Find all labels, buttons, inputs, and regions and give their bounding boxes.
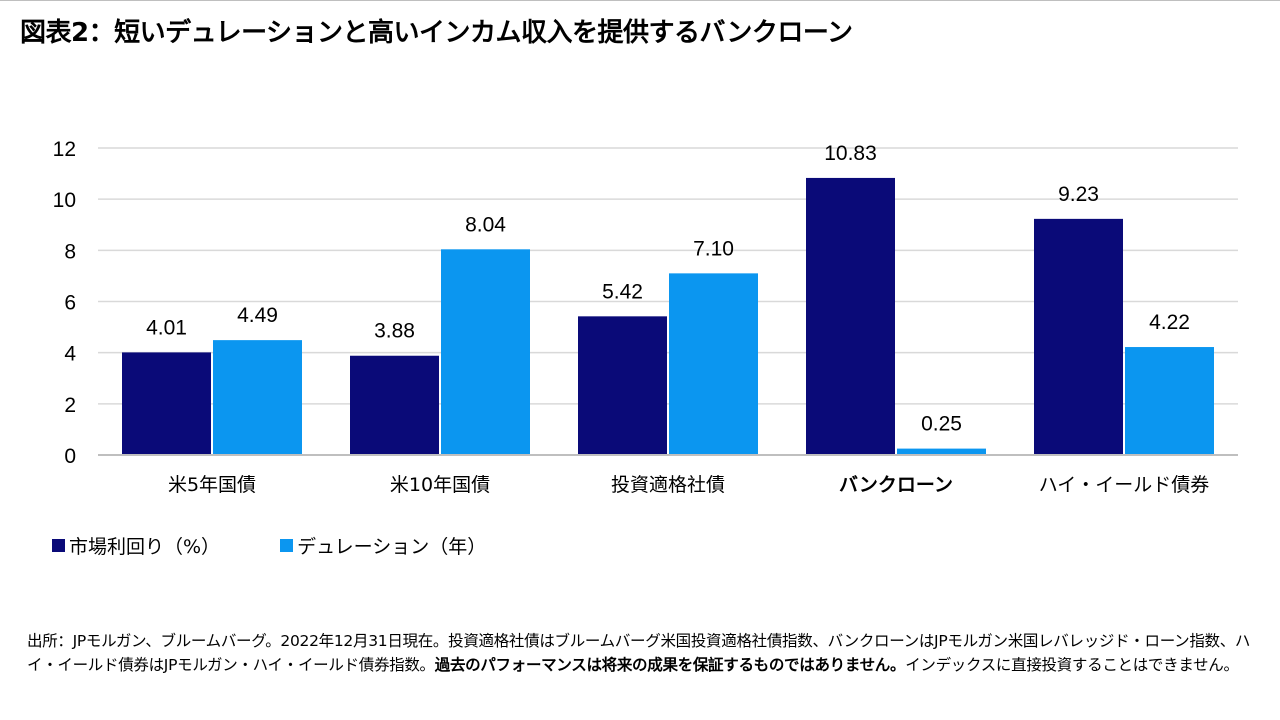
data-label-yield: 9.23 — [1058, 183, 1099, 206]
y-tick-label: 10 — [53, 189, 76, 212]
data-label-duration: 7.10 — [693, 237, 734, 260]
footnote-disclaimer: 過去のパフォーマンスは将来の成果を保証するものではありません。 — [434, 656, 906, 674]
bar-yield — [578, 316, 667, 455]
bar-duration — [897, 448, 986, 455]
x-tick-label: 米5年国債 — [168, 474, 256, 496]
y-tick-label: 4 — [64, 343, 76, 366]
top-rule — [0, 0, 1280, 1]
footnote-index-note: インデックスに直接投資することはできません。 — [905, 656, 1239, 674]
footnote: 出所：JPモルガン、ブルームバーグ。2022年12月31日現在。投資適格社債はブ… — [27, 629, 1262, 677]
data-label-duration: 0.25 — [921, 413, 962, 436]
y-tick-label: 8 — [64, 240, 76, 263]
data-label-yield: 4.01 — [146, 316, 187, 339]
data-label-yield: 3.88 — [374, 320, 415, 343]
legend: 市場利回り（%） デュレーション（年） — [52, 532, 546, 559]
data-label-yield: 5.42 — [602, 280, 643, 303]
legend-item-yield: 市場利回り（%） — [52, 532, 220, 559]
bar-duration — [1125, 347, 1214, 455]
y-tick-label: 0 — [64, 445, 76, 468]
legend-swatch-duration — [280, 539, 294, 552]
chart-title: 図表2：短いデュレーションと高いインカム収入を提供するバンクローン — [20, 18, 853, 48]
y-tick-label: 2 — [64, 394, 76, 417]
bar-yield — [350, 355, 439, 455]
y-tick-label: 6 — [64, 292, 76, 315]
bar-duration — [213, 340, 302, 455]
x-tick-label: バンクローン — [839, 474, 953, 496]
data-label-duration: 8.04 — [465, 213, 506, 236]
bar-yield — [1034, 218, 1123, 455]
y-tick-label: 12 — [53, 138, 76, 161]
legend-item-duration: デュレーション（年） — [280, 532, 486, 559]
x-tick-label: 米10年国債 — [390, 474, 490, 496]
bar-duration — [669, 273, 758, 455]
bar-duration — [441, 249, 530, 455]
legend-label-yield: 市場利回り（%） — [69, 536, 221, 558]
bar-yield — [122, 352, 211, 455]
bar-yield — [806, 177, 895, 455]
x-tick-label: 投資適格社債 — [611, 474, 725, 496]
data-label-duration: 4.22 — [1149, 311, 1190, 334]
data-label-duration: 4.49 — [237, 304, 278, 327]
bar-chart: 0 2 4 6 8 10 12 4.01 4.49 米5年国債 3.88 8.04 米10年国債 5.42… — [53, 138, 1238, 496]
legend-label-duration: デュレーション（年） — [297, 536, 487, 558]
data-label-yield: 10.83 — [824, 142, 877, 165]
x-tick-label: ハイ・イールド債券 — [1039, 474, 1210, 496]
legend-swatch-yield — [52, 539, 65, 552]
footnote-source: 出所：JPモルガン、ブルームバーグ。2022年12月31日現在。投資適格社債はブ… — [27, 632, 1251, 674]
